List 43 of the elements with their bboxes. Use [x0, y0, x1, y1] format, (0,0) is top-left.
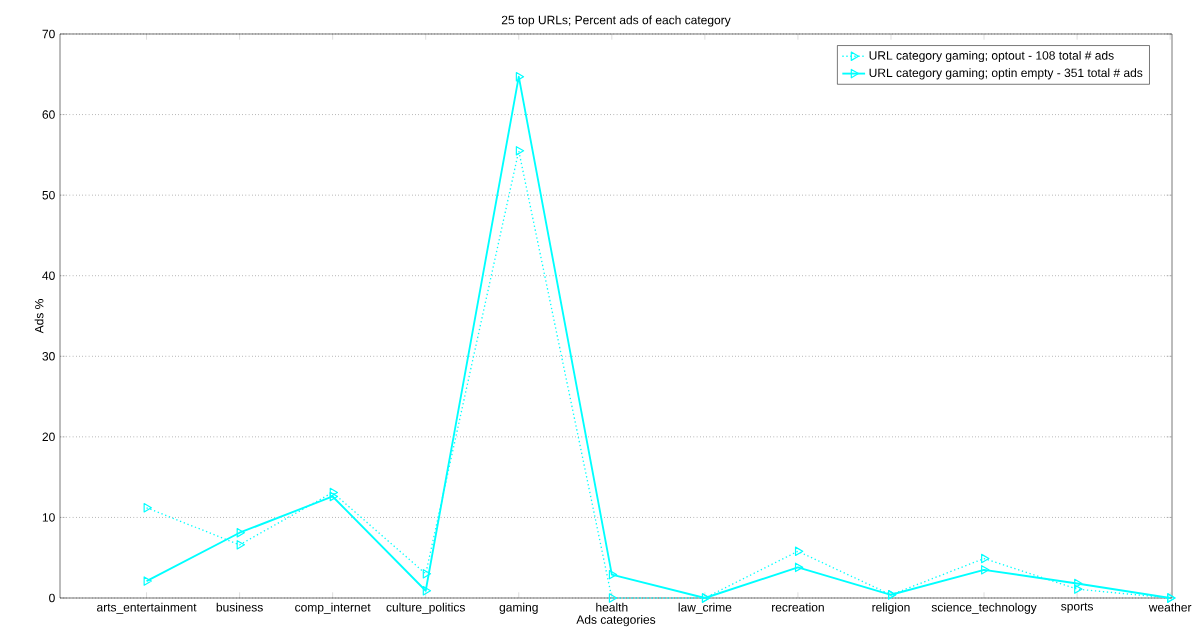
x-tick-label: gaming: [499, 602, 538, 614]
point: [794, 546, 804, 557]
x-tick-label: law_crime: [678, 602, 732, 614]
x-tick-label: weather: [1148, 602, 1192, 612]
point: [1074, 584, 1083, 594]
y-tick-label: 60: [42, 110, 55, 119]
point: [515, 146, 525, 156]
point: [329, 491, 339, 502]
point: [981, 565, 990, 575]
point: [794, 562, 804, 573]
y-tick-label: 10: [42, 513, 55, 522]
point: [608, 593, 618, 603]
point: [329, 487, 339, 498]
point: [143, 503, 152, 513]
legend-label: URL category gaming; optin empty - 351 total # ads: [869, 68, 1143, 80]
point: [422, 585, 432, 596]
point: [608, 569, 618, 580]
x-tick-label: religion: [872, 602, 910, 614]
x-axis-title: Ads categories: [576, 615, 656, 627]
point: [236, 527, 245, 538]
point: [143, 576, 152, 586]
x-tick-label: culture_politics: [386, 602, 465, 614]
y-tick-label: 20: [42, 432, 55, 442]
legend-label: URL category gaming; optout - 108 total # ads: [869, 50, 1114, 63]
x-tick-label: comp_internet: [295, 602, 371, 614]
x-tick-label: sports: [1061, 602, 1093, 613]
point: [236, 540, 245, 550]
y-tick-label: 70: [42, 29, 55, 39]
y-tick-label: 30: [42, 352, 55, 361]
y-axis-title: Ads %: [34, 299, 44, 334]
x-tick-label: science_technology: [931, 602, 1037, 614]
point: [981, 553, 990, 564]
chart-title: 25 top URLs; Percent ads of each category: [501, 15, 731, 27]
y-tick-label: 40: [42, 271, 55, 280]
point: [422, 569, 432, 579]
x-tick-label: health: [596, 602, 628, 612]
x-tick-label: recreation: [772, 602, 824, 612]
point: [515, 71, 525, 82]
y-tick-label: 50: [42, 190, 55, 200]
y-tick-label: 0: [49, 593, 55, 603]
x-tick-label: business: [216, 602, 263, 612]
x-tick-label: arts_entertainment: [97, 602, 197, 614]
point: [1074, 578, 1083, 589]
